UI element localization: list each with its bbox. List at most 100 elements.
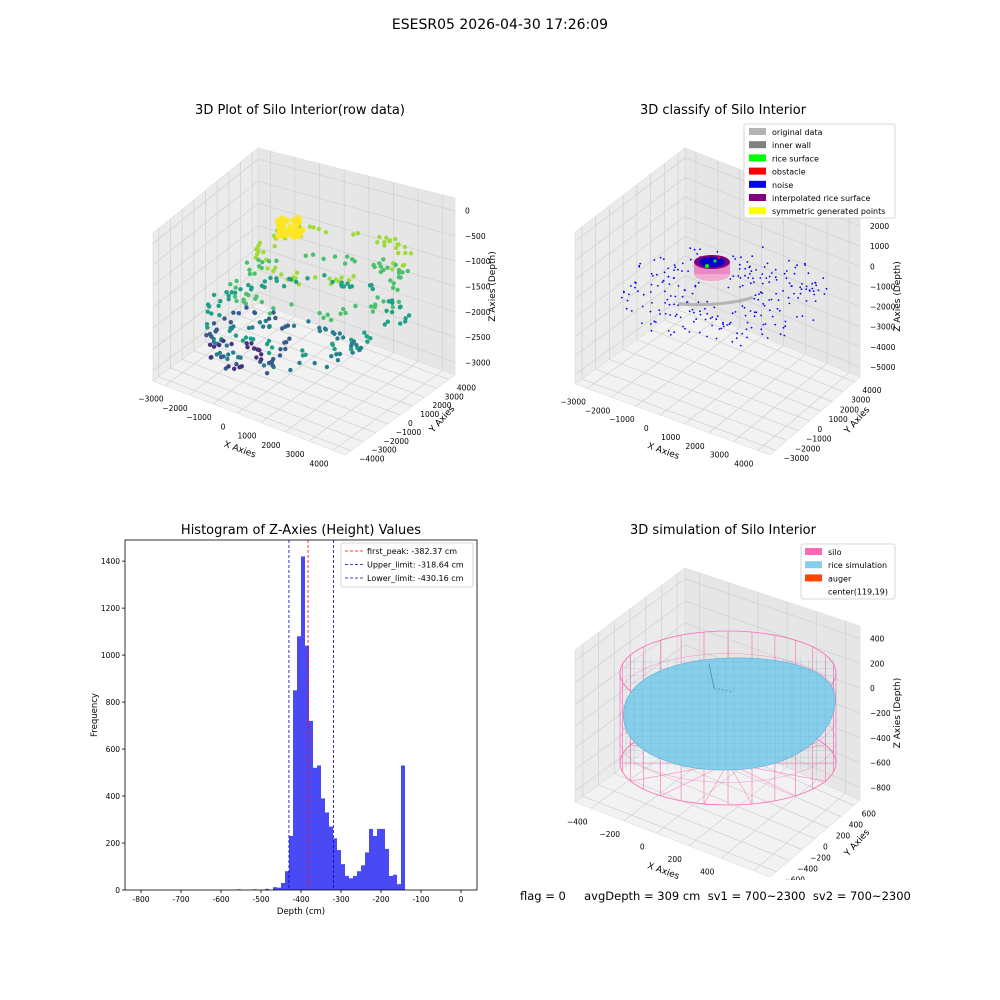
noise-point	[743, 306, 746, 309]
data-point	[273, 265, 278, 270]
data-point	[251, 337, 256, 342]
noise-point	[659, 256, 662, 259]
grid-line	[733, 363, 828, 442]
noise-point	[634, 286, 636, 289]
histogram-bar	[365, 852, 369, 890]
data-point	[406, 313, 412, 318]
data-point	[255, 251, 260, 257]
noise-point	[779, 333, 782, 336]
grid-line	[158, 376, 352, 451]
data-point	[205, 309, 210, 314]
data-point	[378, 264, 383, 269]
noise-point	[731, 312, 734, 315]
data-point	[350, 350, 355, 355]
legend-swatch	[805, 587, 822, 595]
data-point	[368, 336, 373, 341]
noise-point	[650, 323, 652, 325]
x-tick-label: 0	[459, 895, 464, 904]
noise-point	[709, 317, 712, 320]
noise-point	[761, 273, 764, 275]
noise-point	[738, 268, 741, 270]
histogram-bar	[381, 828, 385, 890]
data-point	[297, 360, 302, 366]
noise-point	[718, 328, 721, 330]
noise-point	[650, 283, 653, 286]
y-tick-label: 400	[106, 792, 121, 801]
data-point	[393, 245, 399, 251]
legend-swatch	[805, 574, 822, 582]
noise-point	[788, 302, 791, 305]
data-point	[283, 346, 288, 352]
legend-label: silo	[828, 548, 842, 557]
data-point	[271, 306, 276, 311]
status-footer: flag = 0 avgDepth = 309 cm sv1 = 700~230…	[520, 889, 911, 903]
noise-point	[749, 265, 751, 268]
data-point	[211, 339, 216, 345]
data-point	[266, 259, 272, 264]
histogram-bar	[393, 874, 397, 890]
data-point	[324, 364, 330, 370]
z-axis-label: Z Axies (Depth)	[488, 251, 498, 322]
noise-point	[637, 290, 639, 293]
data-point	[321, 256, 326, 261]
data-point	[332, 346, 337, 352]
data-point	[403, 250, 408, 256]
data-point	[224, 343, 229, 348]
data-point	[300, 348, 305, 353]
data-point	[278, 215, 285, 222]
noise-point	[706, 300, 709, 303]
data-point	[270, 363, 275, 368]
data-point	[368, 304, 374, 309]
grid-line	[622, 349, 810, 422]
data-point	[372, 304, 378, 310]
noise-point	[752, 277, 754, 280]
data-point	[393, 236, 398, 242]
noise-point	[659, 313, 661, 315]
grid-line	[609, 358, 799, 431]
noise-point	[768, 275, 771, 278]
noise-point	[654, 321, 657, 323]
data-point	[353, 303, 358, 309]
z-tick-label: −500	[465, 232, 486, 241]
noise-point	[689, 247, 692, 250]
noise-point	[668, 283, 671, 285]
legend-swatch	[749, 180, 766, 188]
z-tick-label: −4000	[870, 343, 896, 352]
noise-point	[750, 326, 753, 329]
obstacle-point	[717, 256, 721, 260]
data-point	[387, 238, 392, 244]
data-point	[259, 283, 265, 288]
grid-line	[677, 309, 855, 383]
data-point	[217, 313, 222, 318]
noise-point	[757, 298, 760, 301]
noise-point	[664, 302, 667, 304]
data-point	[257, 240, 263, 246]
legend-swatch	[749, 141, 766, 149]
noise-point	[783, 334, 786, 337]
histogram-bar	[373, 835, 377, 890]
noise-point	[761, 292, 764, 294]
data-point	[259, 352, 264, 357]
noise-point	[722, 321, 724, 324]
noise-point	[744, 267, 747, 270]
noise-point	[704, 318, 707, 321]
noise-point	[726, 324, 728, 326]
data-point	[396, 299, 402, 304]
grid-line	[708, 354, 806, 434]
noise-point	[720, 327, 723, 330]
data-point	[217, 350, 223, 356]
grid-line	[574, 578, 861, 662]
x-tick-label: -800	[132, 895, 149, 904]
data-point	[244, 305, 249, 310]
data-point	[305, 276, 310, 281]
legend-swatch	[805, 561, 822, 569]
noise-point	[804, 262, 806, 265]
noise-point	[785, 277, 788, 280]
noise-point	[656, 273, 658, 276]
noise-point	[706, 335, 708, 338]
x-tick-label: −2000	[162, 404, 188, 413]
data-point	[264, 371, 270, 376]
data-point	[216, 303, 221, 308]
noise-point	[620, 296, 623, 299]
y-tick-label: −2000	[384, 437, 410, 446]
